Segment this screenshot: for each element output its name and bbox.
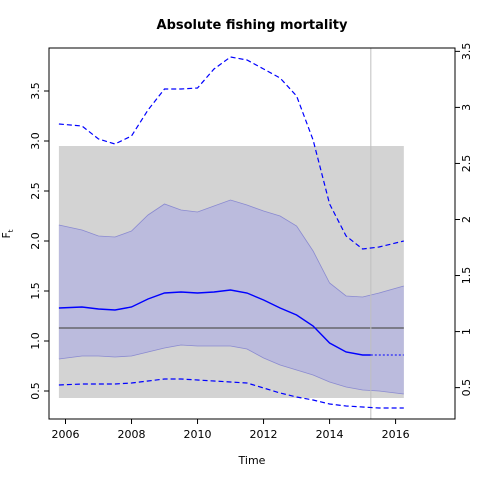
y-tick-label: 3.5 [29,82,42,100]
right-y-tick-label: 2.5 [460,155,473,173]
y-axis-label-main: F [0,232,13,238]
right-y-tick-label: 0.5 [460,379,473,397]
series-dashed-lower [58,378,404,409]
right-y-tick-label: 1.5 [460,267,473,285]
x-tick-label: 2006 [52,428,80,441]
x-tick-label: 2014 [316,428,344,441]
right-y-tick-label: 2 [460,216,473,223]
ci-area [58,200,404,394]
y-tick-label: 3.0 [29,132,42,150]
series-estimate [58,289,371,356]
ci-lower-edge [58,344,404,395]
right-y-tick-label: 1 [460,328,473,335]
y-axis-label: Ft [0,229,15,238]
y-tick-label: 1.0 [29,332,42,350]
x-tick-label: 2016 [382,428,410,441]
x-tick-label: 2012 [250,428,278,441]
y-tick-label: 1.5 [29,282,42,300]
right-y-tick-label: 3.5 [460,43,473,61]
x-tick-label: 2010 [184,428,212,441]
right-y-tick-label: 3 [460,104,473,111]
chart-title: Absolute fishing mortality [157,18,348,33]
series-dashed-upper [58,56,404,250]
y-axis-label-subscript: t [7,229,15,232]
plot-frame [48,47,456,420]
y-tick-label: 2.5 [29,182,42,200]
y-tick-label: 2.0 [29,232,42,250]
ci-upper-edge [58,199,404,298]
y-tick-label: 0.5 [29,382,42,400]
x-tick-label: 2008 [118,428,146,441]
x-axis-label: Time [238,454,266,467]
